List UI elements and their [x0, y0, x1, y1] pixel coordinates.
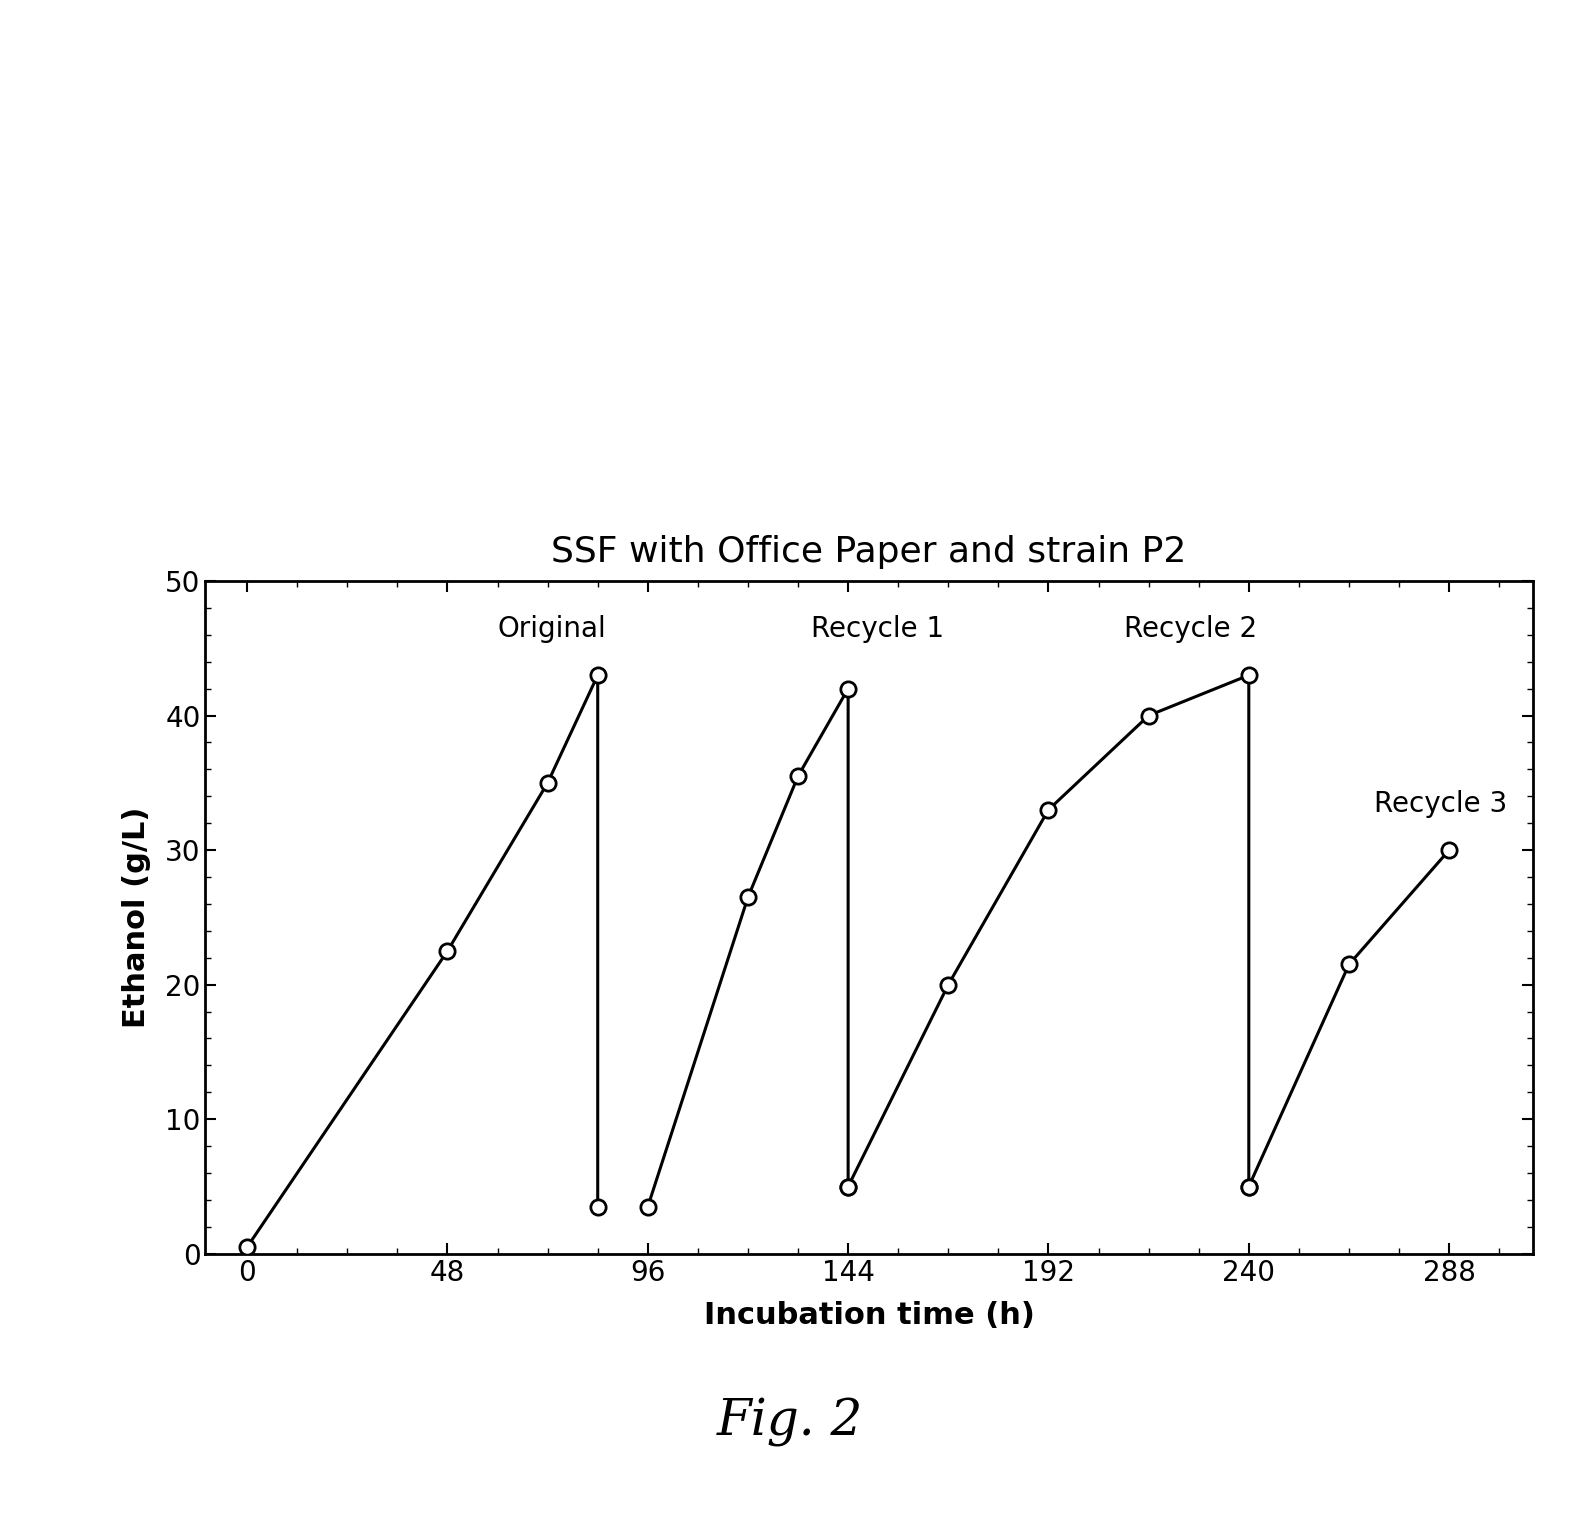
- Title: SSF with Office Paper and strain P2: SSF with Office Paper and strain P2: [551, 535, 1187, 569]
- Y-axis label: Ethanol (g/L): Ethanol (g/L): [122, 807, 152, 1027]
- X-axis label: Incubation time (h): Incubation time (h): [703, 1301, 1035, 1330]
- Text: Recycle 3: Recycle 3: [1375, 789, 1507, 818]
- Text: Original: Original: [498, 615, 607, 642]
- Text: Recycle 2: Recycle 2: [1123, 615, 1256, 642]
- Text: Recycle 1: Recycle 1: [811, 615, 943, 642]
- Text: Fig. 2: Fig. 2: [717, 1398, 863, 1446]
